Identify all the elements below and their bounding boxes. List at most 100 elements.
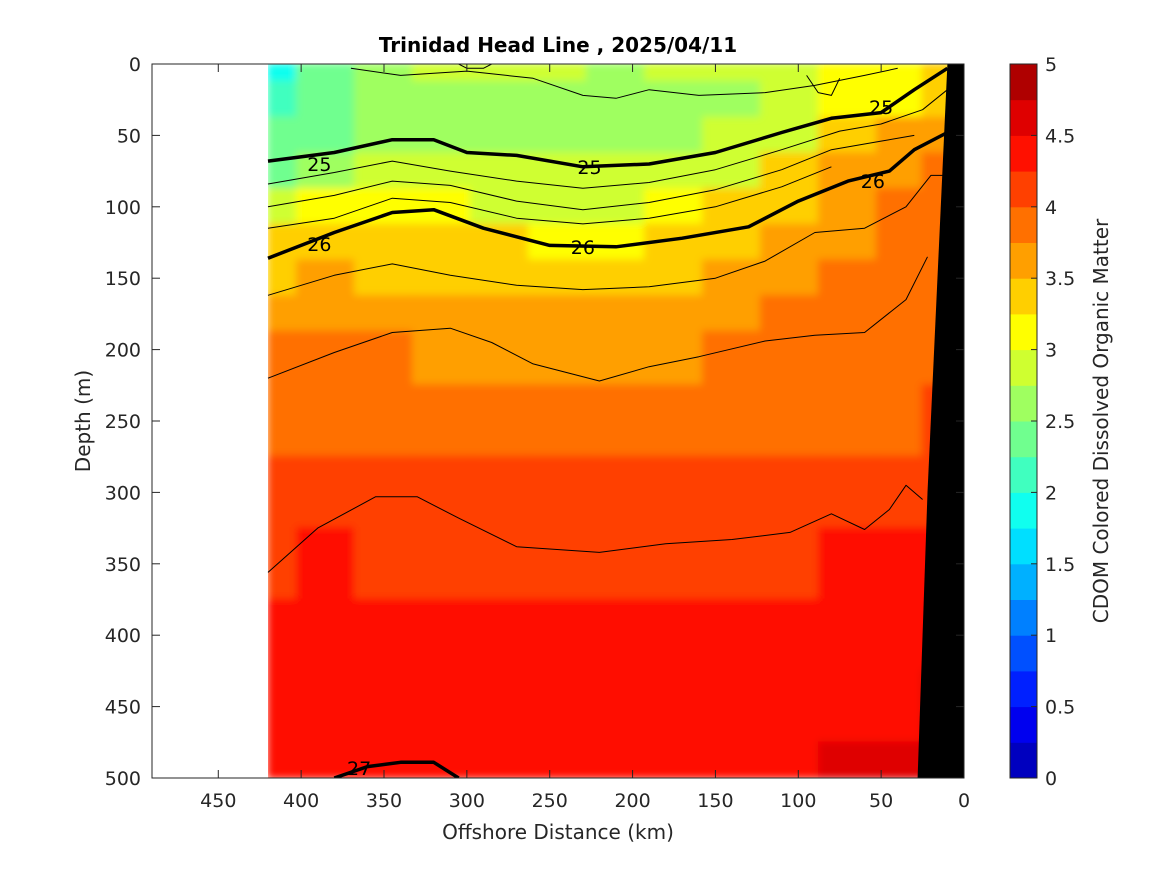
field-cell [876,741,924,778]
y-tick-label: 400 [105,625,141,647]
colorbar-swatch [1010,599,1037,636]
field-cell [644,669,704,744]
field-cell [702,330,762,387]
field-cell [528,116,588,155]
field-cell [644,598,704,672]
field-cell [267,384,298,458]
x-tick-label: 200 [614,790,650,812]
field-cell [818,384,878,458]
field-cell [528,741,588,778]
x-tick-label: 150 [697,790,733,812]
field-cell [354,455,414,530]
field-cell [818,455,878,530]
colorbar-tick-label: 2.5 [1045,411,1075,433]
field-cell [586,455,646,530]
field-cell [412,295,472,333]
field-cell [876,384,924,458]
contour-line [267,484,923,573]
field-cell [296,330,356,387]
field-cell [760,527,820,601]
field-cell [354,152,414,190]
density-contours: 25 25 25 26 26 26 27 [267,64,949,780]
colorbar-swatch [1010,242,1037,279]
field-cell [470,187,530,226]
contour-line [458,64,492,69]
field-cell [818,116,878,155]
x-axis-label: Offshore Distance (km) [442,820,674,844]
field-cell [876,64,924,83]
field-cell [760,669,820,744]
field-cell [818,598,878,672]
field-cell [644,527,704,601]
field-cell [586,259,646,298]
colorbar-tick-label: 4 [1045,197,1057,219]
field-cell [470,669,530,744]
field-cell [412,598,472,672]
y-axis-label: Depth (m) [71,370,95,472]
colorbar-tick-label: 5 [1045,54,1057,76]
field-cell [296,116,356,155]
field-cell [470,295,530,333]
colorbar-tick-label: 4.5 [1045,125,1075,147]
field-cell [470,116,530,155]
field-cell [876,598,924,672]
contour-label: 26 [861,171,885,193]
field-cell [528,669,588,744]
contour-label: 25 [869,97,893,119]
field-cell [586,116,646,155]
field-cell [818,259,878,298]
field-cell [412,223,472,262]
field-cell [760,64,820,83]
field-cell [586,384,646,458]
field-cell [354,116,414,155]
colorbar-swatch [1010,635,1037,672]
field-cell [412,384,472,458]
field-cell [818,295,878,333]
field-cell [818,80,878,119]
field-cell [586,187,646,226]
field-cell [586,741,646,778]
no-data-region [152,64,268,778]
y-tick-label: 250 [105,411,141,433]
contour-line [267,174,948,296]
contour-line [350,67,898,99]
field-cell [760,295,820,333]
y-tick-label: 350 [105,554,141,576]
field-cell [296,384,356,458]
field-cell [586,527,646,601]
field-cell [528,330,588,387]
field-cell [702,187,762,226]
field-cell [296,669,356,744]
field-cell [702,455,762,530]
field-cell [470,384,530,458]
colorbar-swatch [1010,385,1037,422]
colorbar-label: CDOM Colored Dissolved Organic Matter [1089,218,1113,623]
field-cell [818,187,878,226]
field-cell [818,741,878,778]
field-cell [296,187,356,226]
field-cell [702,80,762,119]
field-cell [876,330,924,387]
field-cell [876,455,924,530]
contour-label: 27 [347,758,371,780]
field-cell [354,384,414,458]
field-cell [470,330,530,387]
field-cell [354,187,414,226]
field-cell [528,455,588,530]
contour-line [267,256,928,382]
colorbar-swatch [1010,171,1037,208]
field-cell [818,64,878,83]
field-cell [876,295,924,333]
field-cell [528,64,588,83]
y-tick-label: 450 [105,697,141,719]
field-cell [470,223,530,262]
colorbar-swatch [1010,670,1037,708]
colorbar-swatch [1010,421,1037,458]
chart-title: Trinidad Head Line , 2025/04/11 [379,33,737,57]
contour-line [267,89,948,189]
colorbar-swatch [1010,99,1037,136]
field-cell [528,295,588,333]
colorbar-tick-label: 3 [1045,340,1057,362]
field-cell [644,455,704,530]
colorbar-swatch [1010,64,1037,101]
